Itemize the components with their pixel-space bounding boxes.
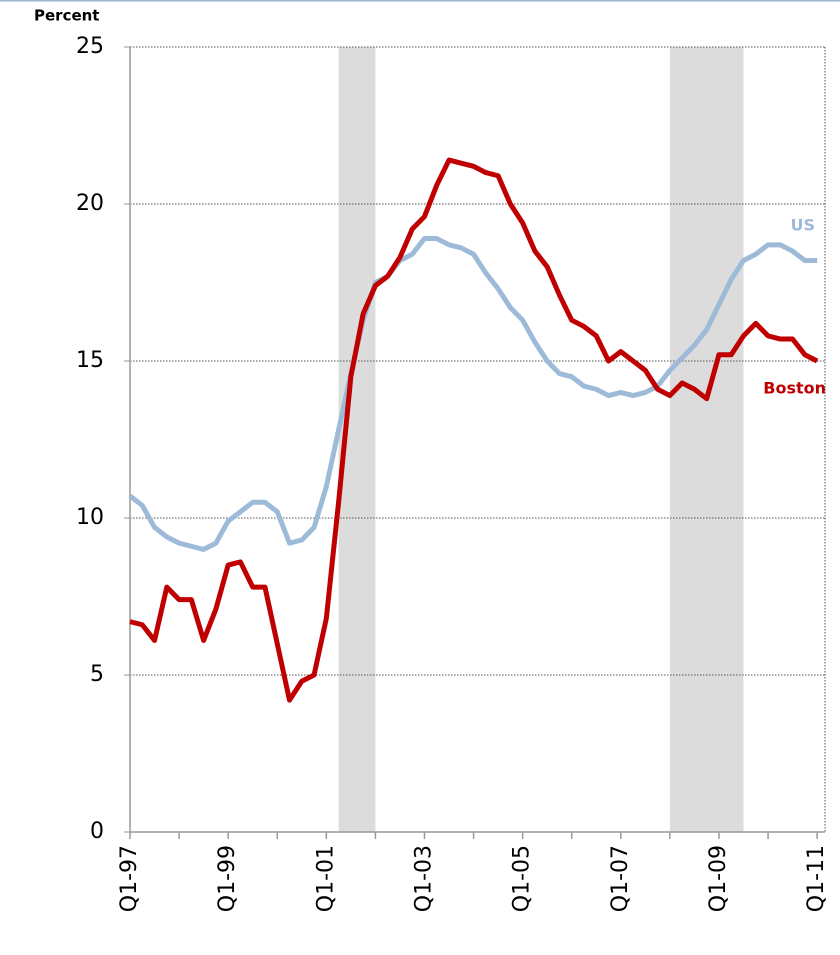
x-tick-label: Q1-11 (804, 845, 829, 912)
y-tick-label: 15 (76, 348, 104, 373)
y-tick-label: 20 (76, 191, 104, 216)
y-tick-label: 0 (90, 819, 104, 844)
y-tick-label: 10 (76, 505, 104, 530)
x-tick-label: Q1-05 (510, 845, 535, 912)
x-tick-label: Q1-97 (117, 845, 142, 912)
x-tick-label: Q1-07 (608, 845, 633, 912)
x-tick-label: Q1-09 (706, 845, 731, 912)
recession-band (669, 47, 744, 832)
x-tick-label: Q1-01 (313, 845, 338, 912)
series-line (128, 236, 818, 552)
x-tick-label: Q1-03 (411, 845, 436, 912)
series-line (129, 157, 819, 703)
series-label: Boston (763, 379, 826, 398)
y-tick-label: 5 (90, 662, 104, 687)
y-axis-label: Percent (34, 7, 99, 25)
y-tick-label: 25 (76, 34, 104, 59)
series-label: US (790, 216, 815, 235)
x-tick-label: Q1-99 (215, 845, 240, 912)
